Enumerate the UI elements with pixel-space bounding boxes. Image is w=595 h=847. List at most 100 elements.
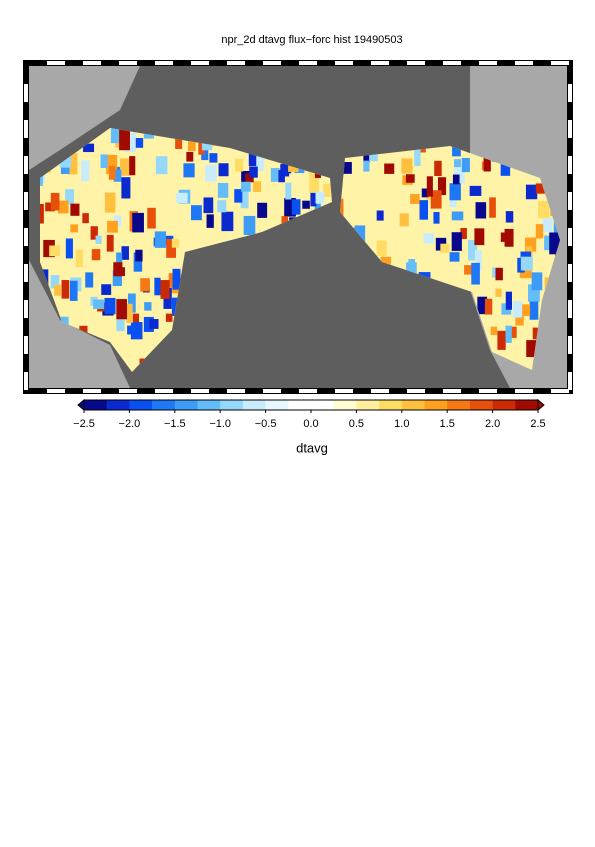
check — [24, 228, 28, 246]
check — [407, 61, 425, 65]
colorbar-end — [77, 398, 85, 412]
field-patch — [100, 154, 108, 168]
field-patch — [205, 164, 217, 182]
check — [263, 389, 281, 393]
check — [24, 300, 28, 318]
field-patch — [107, 220, 118, 233]
field-patch — [245, 173, 254, 183]
field-patch — [519, 304, 531, 317]
check — [568, 120, 572, 138]
field-patch — [112, 270, 122, 286]
field-patch — [172, 268, 181, 290]
field-patch — [149, 319, 159, 329]
field-patch — [132, 313, 140, 327]
field-patch — [437, 177, 447, 196]
colorbar-tick-label: −2.5 — [73, 418, 95, 430]
map-title: npr_2d dtavg flux−forc hist 19490503 — [221, 34, 402, 46]
field-patch — [376, 210, 384, 221]
colorbar-end — [537, 398, 545, 412]
check — [191, 61, 209, 65]
check — [407, 389, 425, 393]
field-patch — [116, 252, 123, 266]
field-patch — [119, 158, 131, 176]
field-patch — [143, 316, 154, 332]
check — [335, 389, 353, 393]
field-patch — [206, 214, 214, 228]
field-patch — [512, 300, 523, 318]
field-patch — [133, 252, 143, 272]
colorbar-swatch — [311, 400, 334, 410]
field-patch — [500, 232, 508, 242]
field-patch — [127, 293, 136, 313]
field-patch — [217, 200, 227, 213]
field-patch — [126, 303, 133, 323]
field-patch — [471, 262, 480, 285]
field-patch — [110, 128, 121, 144]
field-patch — [249, 166, 258, 178]
field-patch — [531, 272, 543, 291]
field-patch — [248, 152, 258, 167]
field-patch — [464, 265, 476, 275]
field-patch — [363, 149, 370, 163]
field-patch — [191, 205, 202, 221]
field-patch — [440, 243, 450, 253]
field-patch — [461, 157, 470, 173]
check — [24, 192, 28, 210]
field-patch — [405, 174, 415, 183]
field-patch — [61, 280, 70, 299]
field-patch — [132, 212, 144, 233]
field-patch — [85, 272, 94, 288]
field-patch — [495, 267, 503, 281]
colorbar-tick-label: −1.0 — [209, 418, 231, 430]
field-patch — [130, 322, 143, 340]
field-patch — [475, 202, 487, 219]
check — [568, 336, 572, 354]
check — [227, 389, 245, 393]
check — [568, 84, 572, 102]
check — [551, 389, 569, 393]
field-patch — [505, 211, 514, 223]
field-patch — [270, 168, 280, 182]
field-patch — [302, 200, 310, 209]
colorbar-swatch — [469, 400, 493, 410]
colorbar-swatch — [356, 400, 380, 410]
field-patch — [449, 183, 461, 201]
field-patch — [544, 235, 552, 251]
field-patch — [257, 202, 268, 218]
field-patch — [45, 202, 55, 212]
field-patch — [113, 215, 122, 227]
field-patch — [433, 212, 440, 224]
field-patch — [505, 325, 512, 343]
field-patch — [40, 203, 44, 224]
field-patch — [70, 203, 80, 216]
field-patch — [284, 198, 296, 217]
field-patch — [104, 192, 116, 213]
field-patch — [108, 165, 116, 180]
field-patch — [542, 218, 553, 233]
field-patch — [414, 145, 421, 167]
field-patch — [235, 158, 244, 172]
colorbar: −2.5 −2.0 −1.5 −1.0 −0.5 0.0 0.5 1.0 1.5 2.0 2.5 — [73, 398, 546, 430]
field-patch — [135, 249, 143, 262]
check — [443, 389, 461, 393]
field-patch — [171, 238, 180, 248]
field-patch — [410, 194, 420, 204]
check — [83, 389, 101, 393]
field-patch — [253, 181, 262, 192]
field-patch — [467, 240, 478, 261]
field-patch — [401, 158, 413, 174]
field-patch — [140, 278, 150, 292]
field-patch — [127, 325, 137, 335]
colorbar-swatch — [129, 400, 153, 410]
check — [551, 61, 569, 65]
check — [371, 389, 389, 393]
field-patch — [106, 154, 118, 175]
field-patch — [119, 129, 130, 151]
field-patch — [525, 237, 537, 252]
field-patch — [201, 139, 213, 151]
field-patch — [43, 239, 55, 258]
colorbar-label: dtavg — [296, 440, 328, 455]
field-patch — [147, 207, 156, 229]
field-patch — [218, 163, 229, 177]
field-patch — [342, 162, 352, 174]
